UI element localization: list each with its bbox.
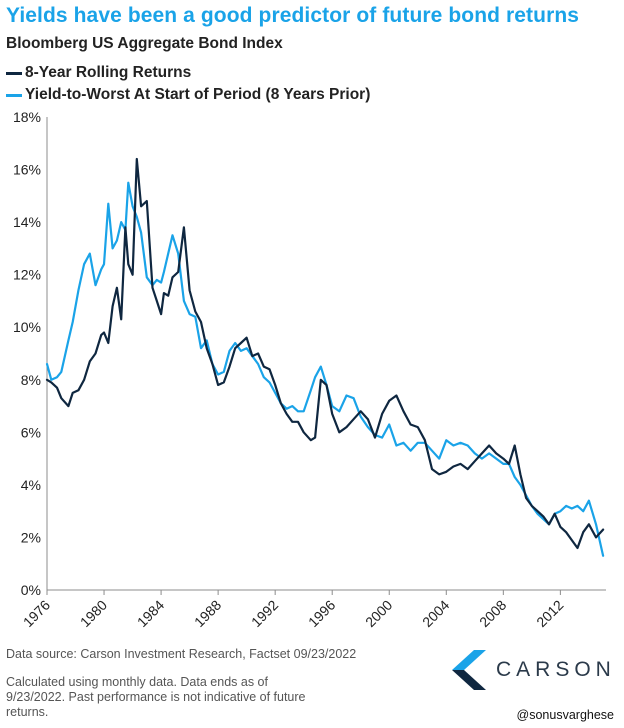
carson-logo: CARSON [452, 650, 616, 690]
chart-series-layer [45, 157, 605, 557]
legend-label-rolling-returns: 8-Year Rolling Returns [25, 64, 192, 81]
series-line-rolling-returns [45, 157, 605, 550]
data-source-note: Data source: Carson Investment Research,… [6, 647, 357, 661]
y-tick-label: 14% [13, 214, 41, 230]
x-tick-label: 2004 [419, 597, 452, 630]
chart-legend: 8-Year Rolling Returns Yield-to-Worst At… [6, 62, 370, 106]
author-handle: @sonusvarghese [516, 708, 614, 722]
x-tick-label: 2000 [362, 597, 395, 630]
x-tick-label: 1976 [20, 597, 53, 630]
x-tick-label: 1996 [305, 597, 338, 630]
y-tick-label: 4% [21, 477, 41, 493]
y-tick-label: 12% [13, 267, 41, 283]
chart-title: Yields have been a good predictor of fut… [6, 4, 580, 27]
disclaimer-note: Calculated using monthly data. Data ends… [6, 675, 306, 719]
x-tick-label: 1992 [248, 597, 281, 630]
legend-swatch-rolling-returns [6, 71, 22, 75]
x-tick-label: 2012 [533, 597, 566, 630]
chart-subtitle: Bloomberg US Aggregate Bond Index [6, 35, 283, 52]
carson-chevron-logo-icon [452, 650, 486, 690]
y-tick-label: 10% [13, 319, 41, 335]
x-tick-label: 2008 [476, 597, 509, 630]
line-chart: 0% 2% 4% 6% 8% 10% 12% 14% 16% 18% 1976 1980 1984 198… [13, 109, 606, 630]
legend-item-yield-to-worst: Yield-to-Worst At Start of Period (8 Yea… [6, 84, 370, 106]
legend-item-rolling-returns: 8-Year Rolling Returns [6, 62, 370, 84]
y-tick-label: 16% [13, 162, 41, 178]
y-tick-label: 2% [21, 529, 41, 545]
y-tick-label: 6% [21, 424, 41, 440]
y-tick-label: 8% [21, 372, 41, 388]
carson-logo-text: CARSON [496, 658, 616, 681]
y-tick-label: 0% [21, 582, 41, 598]
chart-axes: 0% 2% 4% 6% 8% 10% 12% 14% 16% 18% 1976 1980 1984 198… [13, 109, 606, 630]
x-tick-label: 1984 [134, 597, 167, 630]
legend-label-yield-to-worst: Yield-to-Worst At Start of Period (8 Yea… [25, 86, 371, 103]
x-tick-label: 1988 [191, 597, 224, 630]
legend-swatch-yield-to-worst [6, 93, 22, 97]
series-line-yield-to-worst [45, 181, 605, 557]
x-tick-label: 1980 [77, 597, 110, 630]
y-tick-label: 18% [13, 109, 41, 125]
